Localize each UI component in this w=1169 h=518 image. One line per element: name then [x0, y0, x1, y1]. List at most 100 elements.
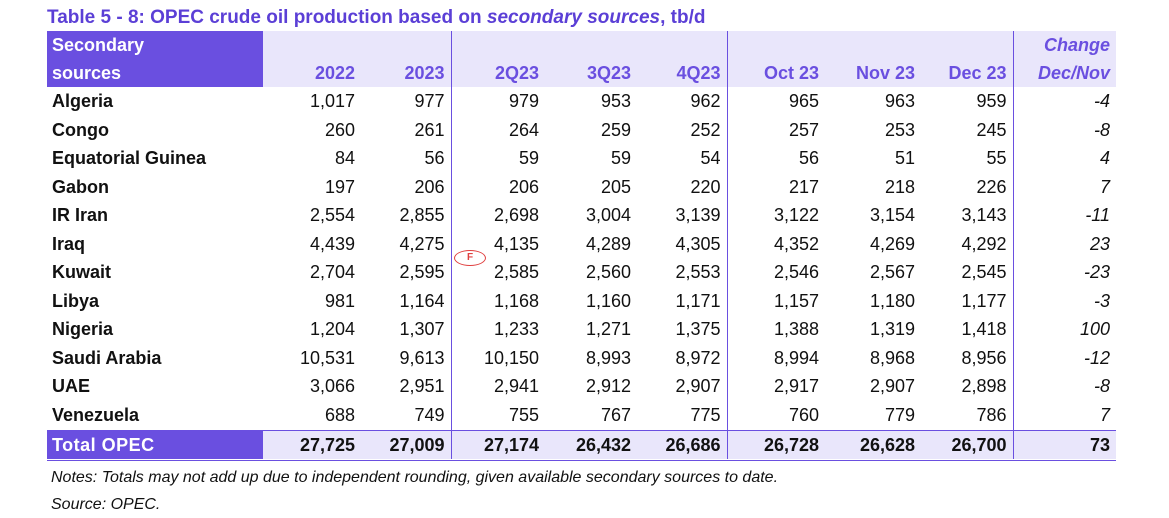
total-value: 26,628	[825, 429, 921, 459]
row-value: 3,139	[637, 201, 728, 230]
column-header: 4Q23	[637, 59, 728, 87]
row-value: 775	[637, 401, 728, 431]
row-value: 226	[921, 172, 1014, 202]
opec-production-table: Secondary Change sources 2022 2023 2Q23 …	[47, 31, 1116, 459]
total-value: 26,728	[727, 429, 825, 459]
total-change: 73	[1013, 429, 1116, 459]
row-value: 260	[324, 119, 355, 140]
row-change: -4	[1093, 91, 1110, 111]
row-country: Gabon	[52, 176, 109, 197]
row-value: 2,567	[869, 262, 915, 283]
row-value: 977	[361, 87, 452, 116]
notes-text: Notes: Totals may not add up due to inde…	[51, 469, 779, 486]
row-value: 2,855	[361, 201, 452, 230]
row-value: 206	[508, 176, 539, 197]
stamp-mark: F	[454, 250, 486, 266]
header-blank	[263, 31, 361, 59]
header-blank	[361, 31, 452, 59]
header-blank	[451, 31, 545, 59]
row-change: -12	[1083, 347, 1110, 368]
row-country: IR Iran	[52, 205, 109, 226]
row-value: 4,289	[585, 233, 631, 254]
row-value: 9,613	[361, 343, 452, 373]
column-header: 2023	[361, 59, 452, 87]
table-row: Venezuela 688 749 755 767 775 760 779 786 7	[47, 401, 1116, 431]
header-blank	[637, 31, 728, 59]
row-value: 2,951	[361, 372, 452, 402]
row-value: 1,157	[773, 290, 819, 311]
row-value: 8,993	[585, 347, 631, 368]
row-value: 3,004	[585, 205, 631, 226]
row-value: 965	[788, 91, 819, 111]
row-value: 220	[637, 172, 728, 202]
row-value: 1,418	[921, 315, 1014, 344]
row-value: 1,271	[585, 319, 631, 340]
table-title-prefix: Table 5 - 8: OPEC crude oil production b…	[47, 7, 487, 28]
total-value: 27,174	[451, 429, 545, 459]
row-country: Nigeria	[52, 319, 114, 340]
header-change-line2: Dec/Nov	[1013, 59, 1116, 87]
table-row: Saudi Arabia 10,531 9,613 10,150 8,993 8,972 8…	[47, 343, 1116, 373]
row-value: 259	[600, 119, 631, 140]
total-label: Total OPEC	[47, 429, 263, 459]
row-change: 100	[1079, 319, 1110, 340]
table-title-suffix: , tb/d	[660, 7, 706, 28]
table-row: Equatorial Guinea 84 56 59 59 54 56 51 55 4	[47, 144, 1116, 173]
row-value: 2,560	[585, 262, 631, 283]
row-change: -3	[1093, 290, 1110, 311]
row-value: 3,143	[921, 201, 1014, 230]
column-header: 3Q23	[545, 59, 637, 87]
row-value: 3,066	[309, 376, 355, 397]
row-value: 959	[921, 87, 1014, 116]
row-value: 1,319	[869, 319, 915, 340]
row-value: 252	[637, 115, 728, 145]
row-value: 253	[884, 119, 915, 140]
table-row: Iraq 4,439 4,275 4,135 4,289 4,305 4,352 4,269 4…	[47, 229, 1116, 259]
row-value: 1,307	[361, 315, 452, 344]
row-value: 4,135	[493, 233, 539, 254]
row-value: 8,994	[773, 347, 819, 368]
row-value: 2,704	[309, 262, 355, 283]
row-value: 749	[361, 401, 452, 431]
table-row: Libya 981 1,164 1,168 1,160 1,171 1,157 1,180 1,…	[47, 286, 1116, 316]
table-row: Gabon 197 206 206 205 220 217 218 226 7	[47, 172, 1116, 202]
header-blank	[545, 31, 637, 59]
total-row: Total OPEC 27,725 27,009 27,174 26,432 2…	[47, 429, 1116, 459]
row-value: 786	[921, 401, 1014, 431]
header-blank	[921, 31, 1014, 59]
row-value: 55	[921, 144, 1014, 173]
row-value: 1,164	[361, 286, 452, 316]
header-row-1: Secondary Change	[47, 31, 1116, 59]
row-country: Iraq	[52, 233, 86, 254]
row-value: 218	[884, 176, 915, 197]
row-value: 760	[788, 405, 819, 426]
row-value: 2,546	[773, 262, 819, 283]
column-header: 2022	[263, 59, 361, 87]
row-value: 4,439	[309, 233, 355, 254]
row-change: 4	[1099, 148, 1110, 169]
header-label-line2: sources	[47, 59, 263, 87]
row-value: 261	[361, 115, 452, 145]
table-row: Congo 260 261 264 259 252 257 253 245 -8	[47, 115, 1116, 145]
row-country: Libya	[52, 290, 100, 311]
table-bottom-rule	[47, 460, 1116, 461]
row-change: -11	[1085, 205, 1110, 226]
header-row-2: sources 2022 2023 2Q23 3Q23 4Q23 Oct 23 …	[47, 59, 1116, 87]
row-change: 7	[1099, 176, 1110, 197]
row-change: 23	[1089, 233, 1110, 254]
row-change: -23	[1083, 262, 1110, 283]
row-value: 2,898	[921, 372, 1014, 402]
row-country: Equatorial Guinea	[52, 148, 207, 169]
row-value: 2,912	[585, 376, 631, 397]
row-value: 767	[600, 405, 631, 426]
row-value: 206	[361, 172, 452, 202]
column-header: 2Q23	[451, 59, 545, 87]
row-change: -8	[1093, 119, 1110, 140]
row-country: Saudi Arabia	[52, 347, 162, 368]
row-value: 688	[324, 405, 355, 426]
row-value: 8,956	[921, 343, 1014, 373]
table-row: Algeria 1,017 977 979 953 962 965 963 959 -4	[47, 87, 1116, 116]
total-value: 26,432	[545, 429, 637, 459]
row-value: 264	[508, 119, 539, 140]
row-value: 257	[788, 119, 819, 140]
